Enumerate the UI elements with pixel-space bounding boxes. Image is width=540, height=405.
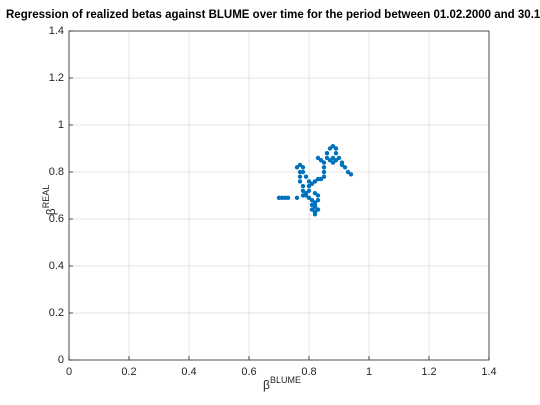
point [303,174,309,179]
point [312,179,318,184]
point [321,169,327,175]
point [321,165,327,170]
x-tick-label: 0.4 [181,366,196,378]
point [318,158,324,163]
y-tick-label: 0 [58,354,64,366]
point [297,179,303,184]
point [309,181,315,186]
x-tick-label: 0.8 [301,366,316,378]
point [333,158,339,163]
x-axis-label: βBLUME [263,375,301,392]
point [333,146,339,151]
point [306,183,312,189]
y-tick-label: 1.2 [49,72,64,84]
point [336,155,342,161]
y-tick-label: 0.2 [49,307,64,319]
y-tick-label: 1.4 [49,25,64,37]
x-tick-label: 1.2 [421,366,436,378]
point [327,146,333,151]
point [312,202,318,208]
point [309,198,315,203]
point [309,207,315,212]
x-tick-label: 0 [66,366,72,378]
point [339,162,345,168]
point [285,195,291,201]
point [348,172,354,177]
point [333,151,339,156]
plot-frame [68,30,490,361]
point [330,155,336,161]
point [297,174,303,179]
point [300,165,306,170]
point [345,169,351,175]
point [312,190,318,196]
point [297,162,303,168]
x-tick-label: 1 [366,366,372,378]
y-tick-label: 0.4 [49,260,64,272]
x-tick-label: 0.6 [241,366,256,378]
point [303,190,309,196]
point [315,155,321,161]
x-tick-label: 1.4 [481,366,496,378]
y-tick-label: 1 [58,119,64,131]
x-tick-label: 0.2 [121,366,136,378]
y-label-sup: REAL [41,185,51,209]
point [300,188,306,193]
chart-title: Regression of realized betas against BLU… [6,9,540,21]
point [294,195,300,201]
point [321,160,327,165]
point [342,165,348,170]
x-label-base: β [263,378,270,392]
point [315,207,321,212]
point [300,169,306,175]
point [312,212,318,217]
y-tick-label: 0.6 [49,213,64,225]
point [324,155,330,161]
point [321,174,327,179]
x-label-sup: BLUME [270,375,301,385]
y-axis-label: βREAL [41,185,58,215]
point [306,195,312,201]
point [324,151,330,156]
point [306,188,312,193]
point [318,176,324,182]
y-tick-label: 0.8 [49,166,64,178]
y-label-base: β [44,208,58,215]
point [315,193,321,198]
point [330,143,336,149]
point [327,158,333,163]
point [300,183,306,189]
point [306,179,312,184]
point [315,198,321,203]
point [294,165,300,170]
point [330,160,336,165]
